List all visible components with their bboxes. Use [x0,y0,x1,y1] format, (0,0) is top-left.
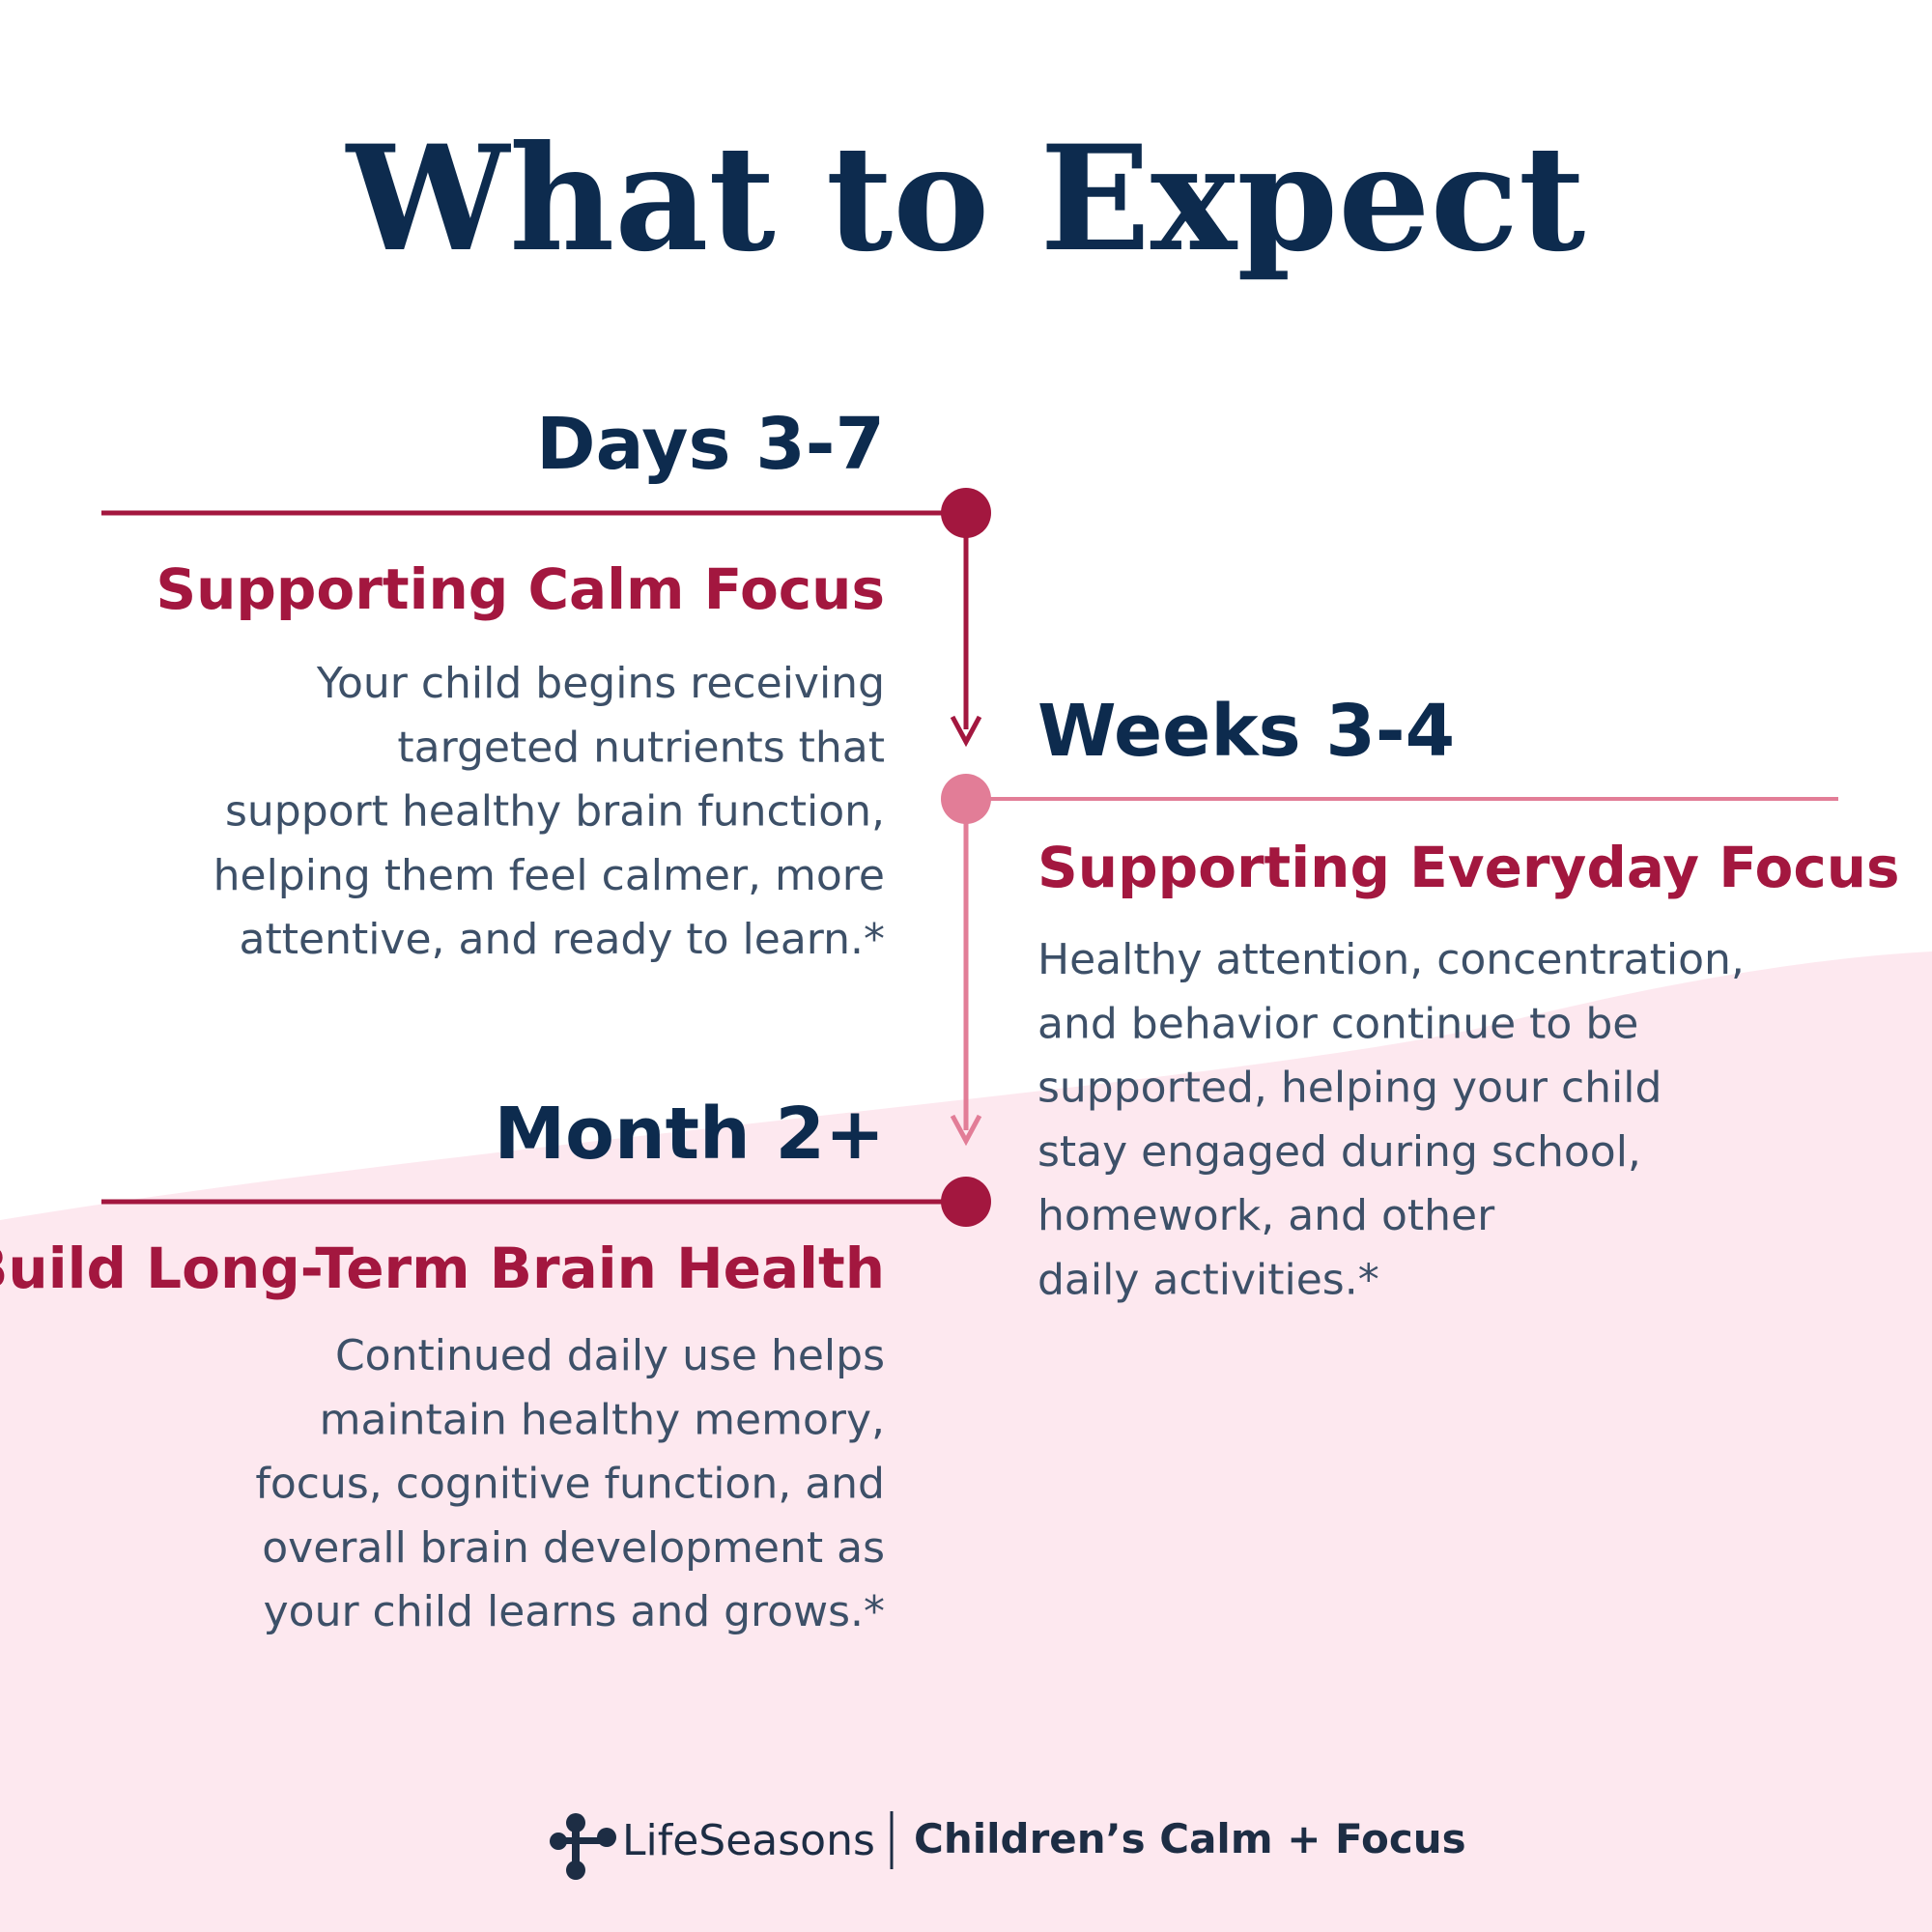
milestone-body-line: and behavior continue to be [1037,999,1638,1048]
milestone-body-line: overall brain development as [262,1523,885,1573]
milestone-heading: Supporting Everyday Focus [1037,835,1900,900]
pink-background [0,952,1932,1932]
milestone-body-line: Continued daily use helps [335,1331,885,1380]
milestone-heading: Build Long-Term Brain Health [0,1236,885,1301]
milestone-body-line: Your child begins receiving [316,659,885,708]
arrow-head [950,1114,982,1147]
milestone-period: Days 3-7 [536,403,885,486]
product-name: Children’s Calm + Focus [914,1815,1466,1862]
brand-logo [550,1813,616,1880]
milestone-body-line: homework, and other [1037,1191,1495,1240]
milestone-body-line: Healthy attention, concentration, [1037,935,1745,984]
milestone-body-line: supported, helping your child [1037,1064,1662,1113]
milestone-body-line: support healthy brain function, [225,787,885,837]
milestone-period: Weeks 3-4 [1037,690,1455,773]
milestone-body-line: focus, cognitive function, and [255,1460,885,1509]
title: What to Expect [345,114,1585,284]
arrow-head [950,715,982,748]
milestone-period: Month 2+ [495,1093,885,1176]
milestone-body-line: your child learns and grows.* [264,1587,885,1636]
milestone-body-line: helping them feel calmer, more [213,851,885,900]
milestone-body-line: daily activities.* [1037,1256,1379,1305]
milestone-body-line: targeted nutrients that [397,723,885,772]
milestone-body-line: stay engaged during school, [1037,1127,1641,1177]
timeline-dot [941,1177,991,1227]
milestone-heading: Supporting Calm Focus [156,556,885,622]
milestone-body-line: attentive, and ready to learn.* [240,915,885,964]
brand-name: LifeSeasons [622,1816,875,1865]
milestone-body-line: maintain healthy memory, [320,1395,885,1444]
